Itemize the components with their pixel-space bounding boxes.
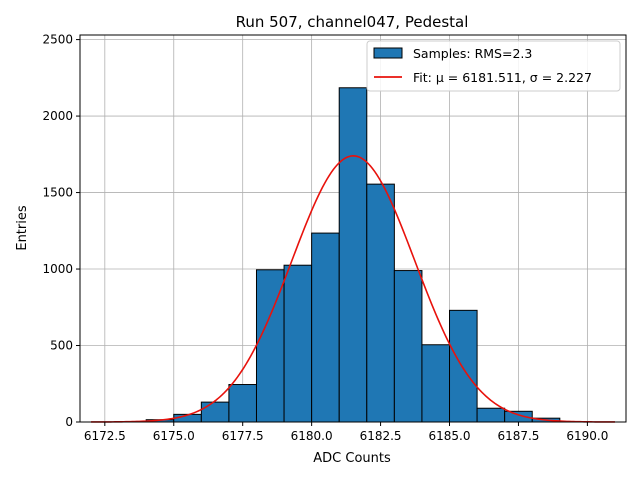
- x-tick-label: 6185.0: [429, 429, 471, 443]
- legend-patch-samples: [373, 47, 403, 59]
- x-tick-label: 6180.0: [291, 429, 333, 443]
- x-tick-label: 6182.5: [360, 429, 402, 443]
- y-axis-label: Entries: [15, 205, 30, 251]
- legend-label-samples: Samples: RMS=2.3: [413, 46, 532, 61]
- legend-box: [366, 40, 621, 92]
- histogram-bar: [311, 232, 340, 423]
- x-tick-label: 6190.0: [566, 429, 608, 443]
- histogram-bar: [200, 401, 230, 423]
- y-tick-label: 1500: [42, 186, 73, 200]
- histogram-bar: [393, 270, 423, 423]
- histogram-bar: [228, 384, 257, 423]
- x-tick-label: 6175.0: [153, 429, 195, 443]
- x-tick-label: 6172.5: [84, 429, 126, 443]
- histogram-bar: [338, 87, 368, 423]
- fit-curve: [91, 155, 615, 423]
- plot-frame: [79, 34, 627, 423]
- y-tick-label: 2000: [42, 109, 73, 123]
- y-tick-label: 2500: [42, 33, 73, 47]
- x-tick-label: 6187.5: [497, 429, 539, 443]
- y-tick-label: 1000: [42, 262, 73, 276]
- histogram-bar: [421, 344, 451, 423]
- histogram-bar: [283, 264, 313, 423]
- legend-label-fit: Fit: μ = 6181.511, σ = 2.227: [413, 70, 592, 85]
- legend: Samples: RMS=2.3 Fit: μ = 6181.511, σ = …: [366, 40, 621, 92]
- histogram-bar: [366, 183, 395, 423]
- fit-layer: [91, 155, 615, 423]
- histogram-bar: [449, 309, 478, 423]
- y-tick-label: 500: [50, 339, 73, 353]
- chart-title: Run 507, channel047, Pedestal: [236, 13, 469, 31]
- y-tick-label: 0: [65, 415, 73, 429]
- ticks-layer: 6172.5 6175.0 6177.5 6180.0 6182.5 6185.0 6187…: [42, 33, 608, 443]
- x-axis-label: ADC Counts: [313, 451, 391, 466]
- histogram-bar: [476, 407, 506, 423]
- histogram-bar: [255, 269, 285, 423]
- x-tick-label: 6177.5: [222, 429, 264, 443]
